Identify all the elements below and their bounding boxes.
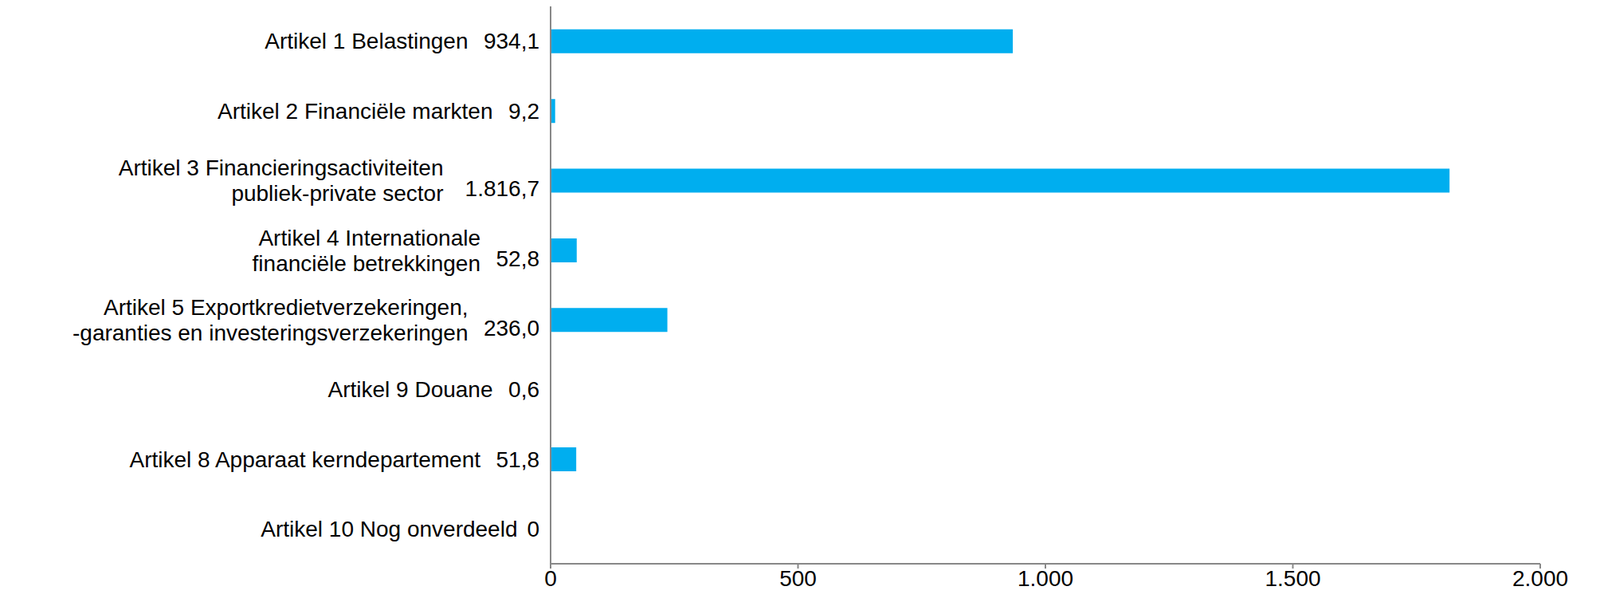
svg-text:2.000: 2.000 <box>1512 565 1569 591</box>
svg-text:Artikel 2 Financiële markten: Artikel 2 Financiële markten <box>217 98 493 124</box>
svg-text:publiek-private sector: publiek-private sector <box>231 180 444 206</box>
svg-text:Artikel 10 Nog onverdeeld: Artikel 10 Nog onverdeeld <box>260 516 518 542</box>
svg-text:-garanties en investeringsverz: -garanties en investeringsverzekeringen <box>72 320 469 346</box>
svg-text:52,8: 52,8 <box>496 246 541 271</box>
svg-text:Artikel 8 Apparaat kerndeparte: Artikel 8 Apparaat kerndepartement <box>129 447 482 472</box>
svg-text:1.500: 1.500 <box>1264 565 1321 591</box>
svg-text:500: 500 <box>779 565 817 591</box>
svg-text:9,2: 9,2 <box>508 98 540 124</box>
svg-text:Artikel 3 Financieringsactivit: Artikel 3 Financieringsactiviteiten <box>118 155 444 181</box>
svg-text:0: 0 <box>526 516 540 542</box>
svg-text:Artikel 9 Douane: Artikel 9 Douane <box>327 376 493 402</box>
svg-text:51,8: 51,8 <box>496 447 541 472</box>
svg-text:236,0: 236,0 <box>483 315 540 341</box>
svg-text:0: 0 <box>544 565 557 591</box>
svg-text:1.000: 1.000 <box>1017 565 1074 591</box>
svg-text:Artikel 5 Exportkredietverzeke: Artikel 5 Exportkredietverzekeringen, <box>103 294 469 320</box>
svg-text:1.816,7: 1.816,7 <box>465 176 540 201</box>
svg-text:Artikel 4 Internationale: Artikel 4 Internationale <box>258 225 481 251</box>
svg-text:financiële betrekkingen: financiële betrekkingen <box>252 250 481 276</box>
svg-text:0,6: 0,6 <box>508 376 540 402</box>
svg-text:Artikel 1 Belastingen: Artikel 1 Belastingen <box>264 28 468 54</box>
svg-text:934,1: 934,1 <box>483 28 540 54</box>
